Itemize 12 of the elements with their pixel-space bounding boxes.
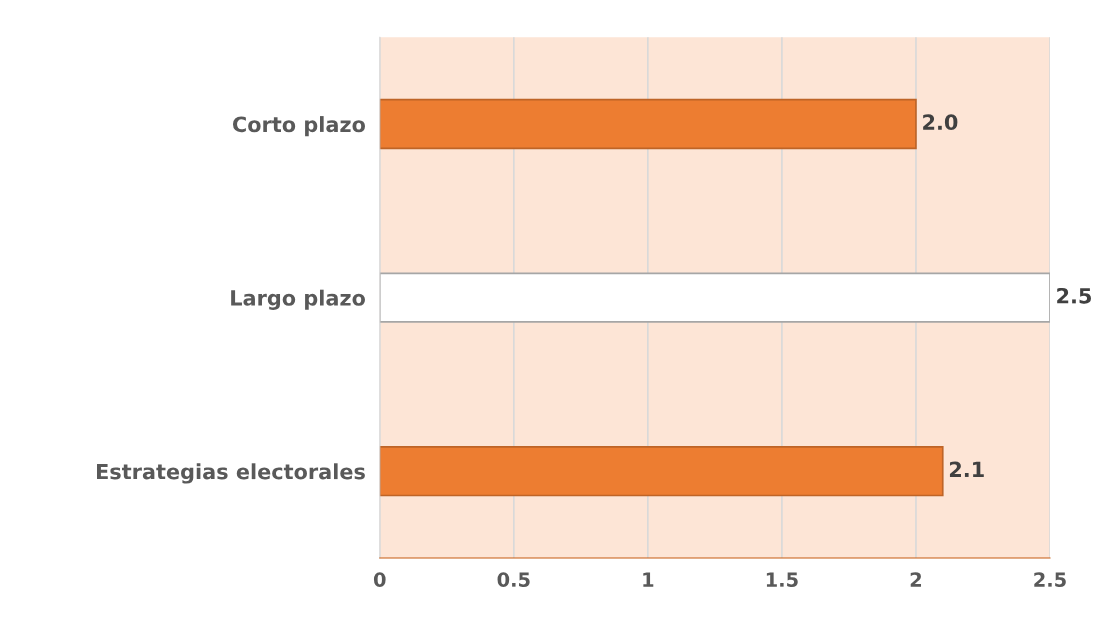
y-tick-label: Largo plazo (231, 289, 365, 311)
y-tick-label: Corto plazo (232, 116, 365, 137)
x-tick-label: 1.5 (766, 572, 798, 587)
x-tick-label: 0 (373, 572, 386, 587)
data-label: 2.0 (923, 114, 958, 131)
y-tick-label: Estrategias electorales (97, 463, 365, 484)
x-tick-label: 2.5 (1034, 572, 1066, 587)
x-tick-label: 2 (910, 572, 922, 587)
data-label: 2.5 (1057, 287, 1091, 304)
x-tick-label: 1 (643, 572, 654, 587)
x-tick-label: 0.5 (497, 572, 530, 587)
data-label: 2.1 (949, 461, 984, 477)
